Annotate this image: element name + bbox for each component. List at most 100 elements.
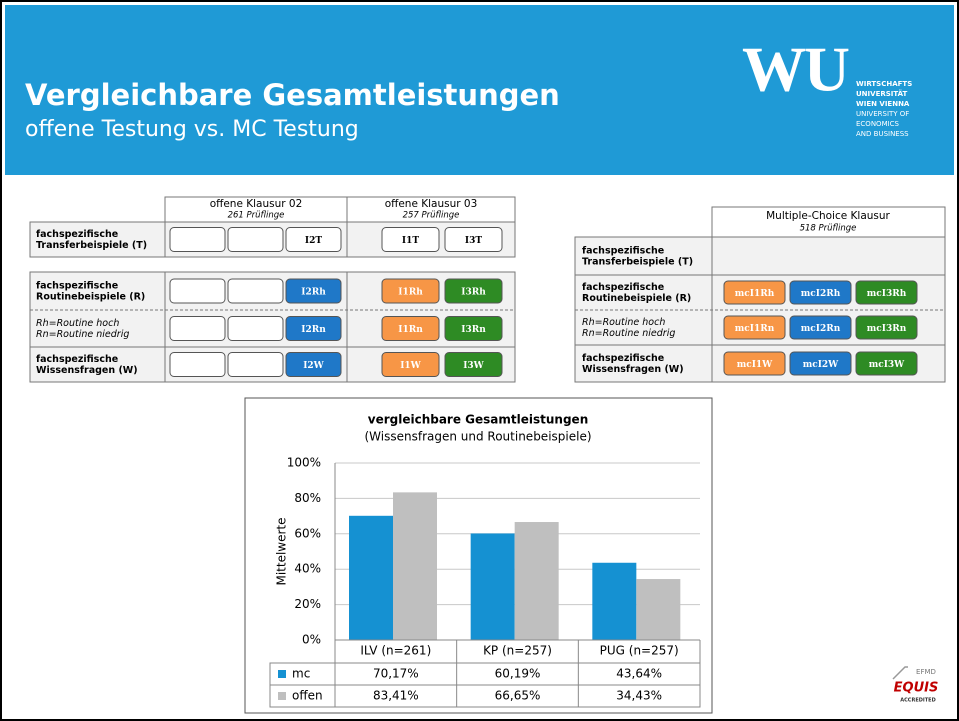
item-box	[285, 227, 342, 252]
equis-swoosh	[892, 666, 908, 680]
row-label: fachspezifische	[36, 354, 118, 365]
row-label: Transferbeispiele (T)	[36, 240, 147, 251]
item-label: mcI3Rh	[867, 289, 907, 299]
item-box	[227, 352, 284, 377]
item-label: I1W	[400, 361, 421, 371]
column-title: Multiple-Choice Klausur	[766, 210, 890, 222]
legend-label: offen	[292, 689, 323, 703]
item-box	[789, 315, 852, 340]
bar	[393, 492, 437, 640]
item-box	[169, 227, 226, 252]
category-label: KP (n=257)	[483, 644, 552, 658]
item-box	[285, 316, 342, 341]
item-label: I2Rn	[301, 325, 326, 335]
row-label: fachspezifische	[582, 282, 664, 293]
item-label: mcI2Rn	[801, 324, 841, 334]
subtitle: offene Testung vs. MC Testung	[25, 117, 359, 142]
item-label: I2Rh	[301, 288, 326, 298]
row-label: Routinebeispiele (R)	[36, 292, 145, 303]
item-box	[789, 351, 852, 376]
y-tick-label: 20%	[294, 597, 321, 611]
item-label: mcI1Rh	[735, 289, 775, 299]
item-box	[723, 315, 786, 340]
row-label: Wissensfragen (W)	[36, 365, 138, 376]
logo-text: WIRTSCHAFTS	[856, 80, 912, 88]
column-title: offene Klausur 02	[210, 198, 303, 210]
legend-label: mc	[292, 667, 310, 681]
accreditation-sub: ACCREDITED	[900, 698, 935, 704]
item-label: I2T	[305, 236, 322, 246]
logo-text: ECONOMICS	[856, 120, 900, 128]
table-value: 83,41%	[373, 689, 419, 703]
item-label: I3W	[463, 361, 484, 371]
bar	[514, 522, 559, 640]
item-box	[285, 352, 342, 377]
row-label: fachspezifische	[36, 281, 118, 292]
bar	[636, 579, 681, 640]
item-box	[789, 280, 852, 305]
item-box	[169, 278, 226, 304]
header-band	[5, 5, 954, 175]
y-axis-label: Mittelwerte	[275, 517, 289, 585]
item-label: mcI2Rh	[801, 289, 841, 299]
item-box	[381, 316, 440, 341]
table-value: 70,17%	[373, 667, 419, 681]
row-label: Routinebeispiele (R)	[582, 293, 691, 304]
row-label: Transferbeispiele (T)	[582, 257, 693, 268]
item-box	[444, 227, 503, 252]
row-label: Wissensfragen (W)	[582, 364, 684, 375]
item-box	[444, 316, 503, 341]
item-box	[227, 316, 284, 341]
table-header	[164, 196, 516, 223]
item-label: mcI3W	[869, 360, 905, 370]
table-value: 43,64%	[616, 667, 662, 681]
column-title: offene Klausur 03	[385, 198, 478, 210]
item-label: mcI3Rn	[867, 324, 907, 334]
item-box	[381, 278, 440, 304]
item-label: mcI1Rn	[735, 324, 775, 334]
bar	[470, 533, 515, 640]
y-tick-label: 40%	[294, 562, 321, 576]
item-box	[444, 278, 503, 304]
table-header	[711, 206, 946, 238]
y-tick-label: 100%	[287, 456, 321, 470]
logo-text: UNIVERSITÄT	[856, 89, 907, 98]
column-subtitle: 518 Prüflinge	[800, 224, 857, 234]
item-box	[855, 351, 918, 376]
item-label: I2W	[303, 361, 324, 371]
row-label: Rn=Routine niedrig	[36, 329, 129, 340]
logo-text: UNIVERSITY OF	[856, 110, 909, 118]
y-tick-label: 0%	[302, 633, 321, 647]
y-tick-label: 60%	[294, 526, 321, 540]
logo-text: WIEN VIENNA	[856, 100, 910, 108]
category-label: PUG (n=257)	[600, 644, 679, 658]
item-box	[855, 280, 918, 305]
row-label: fachspezifische	[582, 353, 664, 364]
row-label: Rh=Routine hoch	[582, 317, 665, 328]
item-label: I1Rh	[398, 288, 423, 298]
column-subtitle: 257 Prüflinge	[403, 211, 460, 221]
row-label: fachspezifische	[36, 229, 118, 240]
table-value: 34,43%	[616, 689, 662, 703]
item-box	[381, 352, 440, 377]
title: Vergleichbare Gesamtleistungen	[25, 78, 560, 112]
bar	[592, 562, 637, 640]
item-box	[855, 315, 918, 340]
item-label: mcI2W	[803, 360, 839, 370]
item-box	[381, 227, 440, 252]
item-label: I3T	[465, 236, 482, 246]
item-box	[723, 351, 786, 376]
item-label: mcI1W	[737, 360, 773, 370]
logo-text: AND BUSINESS	[856, 130, 909, 138]
row-label: fachspezifische	[582, 246, 664, 257]
bar	[349, 515, 393, 640]
item-label: I1T	[402, 236, 419, 246]
chart-subtitle: (Wissensfragen und Routinebeispiele)	[364, 430, 591, 444]
table-value: 66,65%	[495, 689, 541, 703]
legend-swatch	[278, 692, 286, 700]
legend-swatch	[278, 670, 286, 678]
item-box	[285, 278, 342, 304]
table-value: 60,19%	[495, 667, 541, 681]
row-label: Rn=Routine niedrig	[582, 328, 675, 339]
